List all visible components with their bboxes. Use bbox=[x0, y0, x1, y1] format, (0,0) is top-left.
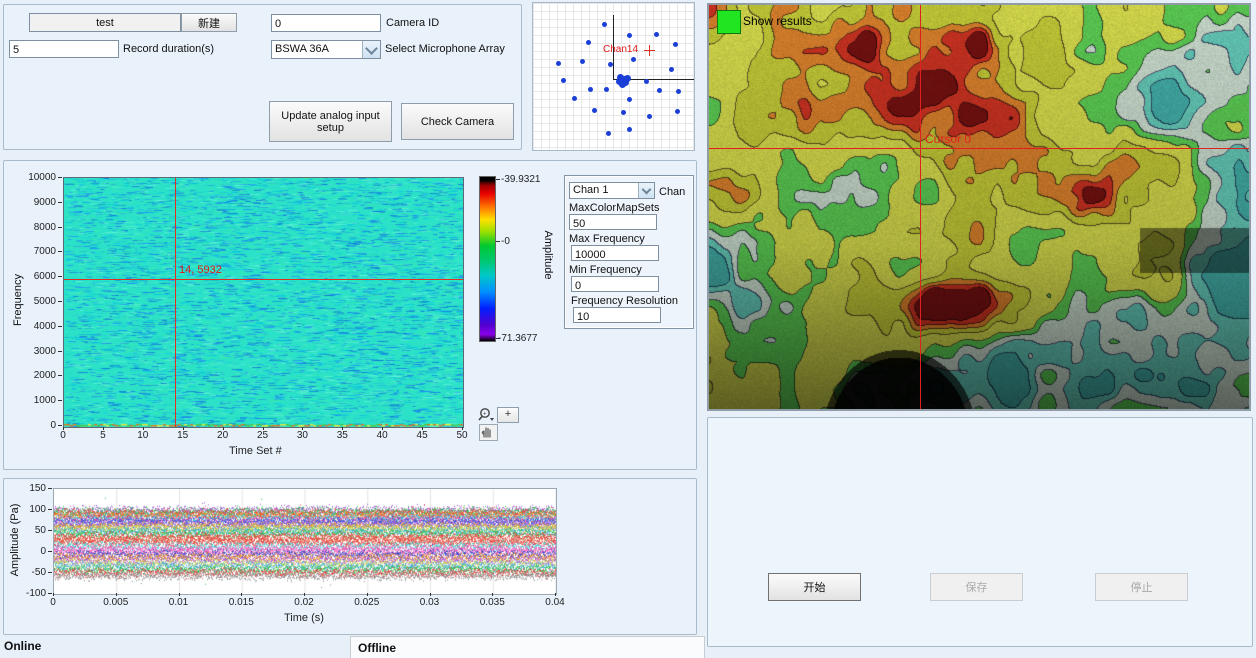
spectrogram-panel: Frequency 14, 5932 10000 9000 8000 7000 … bbox=[3, 160, 697, 470]
record-duration-label: Record duration(s) bbox=[123, 43, 214, 55]
mic-array-value: BSWA 36A bbox=[272, 41, 362, 58]
mic-dot bbox=[673, 42, 678, 47]
tab-online[interactable]: Online bbox=[4, 639, 41, 653]
spectrogram-cursor-v[interactable] bbox=[175, 178, 176, 427]
waveform-panel: Amplitude (Pa) 150 100 50 0 -50 -100 0 0… bbox=[3, 478, 697, 635]
mic-dot bbox=[556, 61, 561, 66]
maxcolormapsets-label: MaxColorMapSets bbox=[569, 202, 659, 214]
mic-array-label: Select Microphone Array bbox=[385, 43, 505, 55]
waveform-canvas[interactable] bbox=[54, 489, 556, 594]
mic-dot bbox=[608, 62, 613, 67]
session-name-field[interactable]: test bbox=[29, 13, 181, 32]
tab-offline[interactable]: Offline bbox=[350, 636, 705, 658]
colorbar-min-label: -71.3677 bbox=[498, 333, 537, 344]
waveform-plot[interactable] bbox=[53, 488, 557, 595]
image-cursor-h[interactable] bbox=[709, 148, 1249, 149]
zoom-tool-icon[interactable]: + bbox=[477, 407, 496, 423]
mic-dot bbox=[621, 110, 626, 115]
check-camera-button[interactable]: Check Camera bbox=[401, 103, 514, 140]
channel-label: Chan bbox=[659, 186, 685, 198]
mic-cursor-label: Chan14 bbox=[603, 44, 638, 55]
colorbar-axis-label: Amplitude bbox=[542, 215, 554, 295]
channel-value: Chan 1 bbox=[570, 183, 638, 198]
max-frequency-label: Max Frequency bbox=[569, 233, 645, 245]
tab-offline-label: Offline bbox=[358, 641, 396, 655]
analysis-controls-box: Chan 1 Chan MaxColorMapSets 50 Max Frequ… bbox=[564, 175, 694, 329]
mic-dot bbox=[586, 40, 591, 45]
start-button[interactable]: 开始 bbox=[768, 573, 861, 601]
mic-dot bbox=[627, 33, 632, 38]
chevron-down-icon[interactable] bbox=[638, 183, 654, 198]
colorbar-tick-max bbox=[496, 179, 500, 180]
frequency-resolution-field[interactable]: 10 bbox=[573, 307, 661, 323]
mic-array-dropdown[interactable]: BSWA 36A bbox=[271, 40, 381, 59]
max-frequency-field[interactable]: 10000 bbox=[571, 245, 659, 261]
mic-dot bbox=[676, 89, 681, 94]
camera-id-field[interactable]: 0 bbox=[271, 14, 381, 32]
mic-cursor-h[interactable] bbox=[644, 50, 655, 51]
camera-id-label: Camera ID bbox=[386, 17, 439, 29]
run-control-panel: 开始 保存 停止 bbox=[707, 417, 1253, 647]
maxcolormapsets-field[interactable]: 50 bbox=[569, 214, 657, 230]
mic-dot bbox=[657, 88, 662, 93]
show-results-label: Show results bbox=[743, 14, 812, 28]
mic-dot bbox=[588, 87, 593, 92]
mic-dot bbox=[669, 67, 674, 72]
spectrogram-canvas[interactable] bbox=[64, 178, 463, 427]
show-results-led[interactable] bbox=[717, 10, 741, 34]
mic-dot bbox=[654, 32, 659, 37]
min-frequency-label: Min Frequency bbox=[569, 264, 642, 276]
stop-button[interactable]: 停止 bbox=[1095, 573, 1188, 601]
mic-dot bbox=[675, 109, 680, 114]
camera-view-panel[interactable]: Show results Cursor 0 bbox=[707, 3, 1251, 411]
new-session-button[interactable]: 新建 bbox=[181, 13, 237, 32]
mic-array-plot[interactable]: Chan14 bbox=[532, 2, 695, 151]
image-cursor-v[interactable] bbox=[920, 5, 921, 409]
colorbar-tick-mid bbox=[496, 241, 500, 242]
colorbar-mid-label: -0 bbox=[501, 236, 510, 247]
chevron-down-icon[interactable] bbox=[362, 41, 380, 58]
mic-dot bbox=[606, 131, 611, 136]
spectrogram-plot[interactable]: 14, 5932 bbox=[63, 177, 464, 428]
mic-dot bbox=[572, 96, 577, 101]
mic-dot bbox=[561, 78, 566, 83]
acoustic-map-canvas[interactable] bbox=[709, 5, 1249, 409]
channel-dropdown[interactable]: Chan 1 bbox=[569, 182, 655, 199]
image-cursor-label: Cursor 0 bbox=[925, 132, 971, 146]
mic-dot bbox=[627, 97, 632, 102]
mic-dot bbox=[602, 22, 607, 27]
update-analog-input-button[interactable]: Update analog input setup bbox=[269, 101, 392, 142]
mic-dot bbox=[592, 108, 597, 113]
colorbar-max-label: -39.9321 bbox=[501, 174, 540, 185]
mic-dot bbox=[644, 79, 649, 84]
mic-dot bbox=[647, 114, 652, 119]
mic-dot bbox=[604, 87, 609, 92]
spectrogram-cursor-h[interactable] bbox=[64, 279, 463, 280]
cursor-tool-icon[interactable]: + bbox=[497, 407, 519, 423]
mic-dot bbox=[631, 57, 636, 62]
pan-tool-icon[interactable] bbox=[479, 424, 498, 441]
spectrogram-cursor-label: 14, 5932 bbox=[179, 264, 222, 276]
colorbar[interactable] bbox=[479, 176, 496, 342]
setup-panel: test 新建 0 Camera ID 5 Record duration(s)… bbox=[3, 4, 522, 150]
frequency-resolution-label: Frequency Resolution bbox=[571, 295, 678, 307]
acoustic-camera-app: test 新建 0 Camera ID 5 Record duration(s)… bbox=[0, 0, 1256, 658]
save-button[interactable]: 保存 bbox=[930, 573, 1023, 601]
svg-text:+: + bbox=[483, 412, 487, 418]
min-frequency-field[interactable]: 0 bbox=[571, 276, 659, 292]
mic-dot bbox=[580, 59, 585, 64]
mic-dot bbox=[627, 127, 632, 132]
record-duration-field[interactable]: 5 bbox=[9, 40, 119, 58]
waveform-xlabel: Time (s) bbox=[284, 612, 324, 624]
spectrogram-xlabel: Time Set # bbox=[229, 445, 282, 457]
mic-dot bbox=[619, 77, 626, 84]
